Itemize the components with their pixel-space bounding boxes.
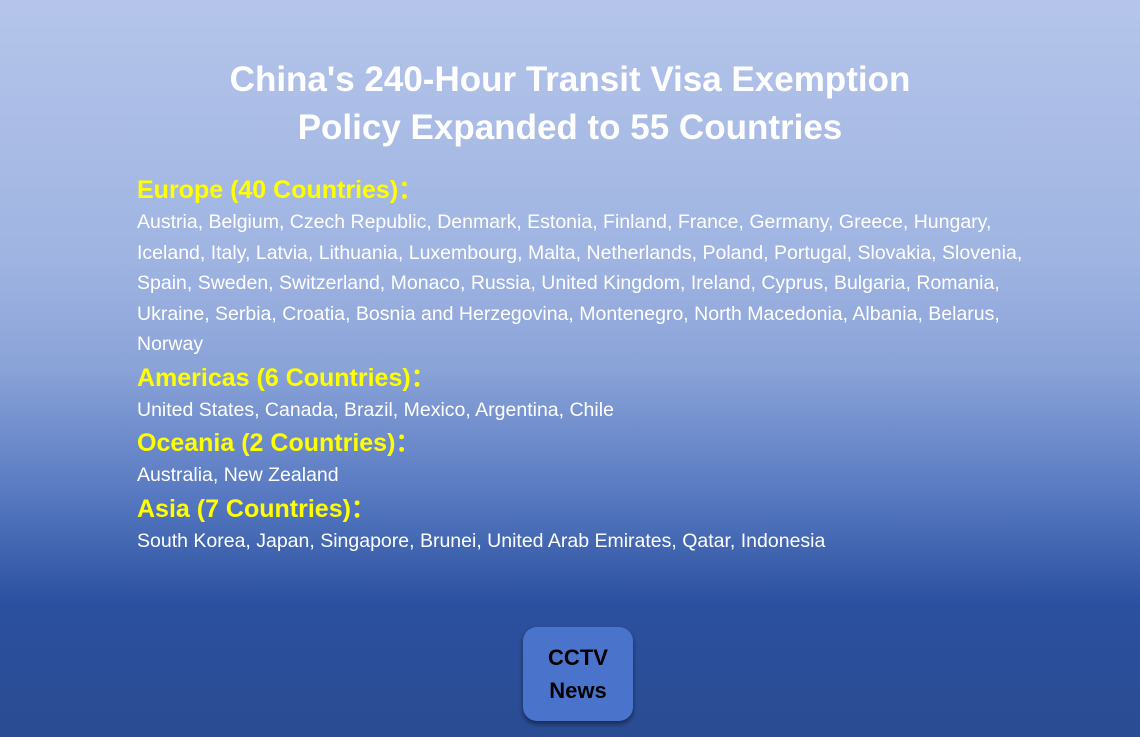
region-americas: Americas (6 Countries)： United States, C… — [137, 361, 1047, 426]
region-europe: Europe (40 Countries)： Austria, Belgium,… — [137, 173, 1047, 360]
region-heading: Americas (6 Countries)： — [137, 363, 436, 392]
country-list: Australia, New Zealand — [137, 464, 339, 486]
cctv-news-logo: CCTV News — [523, 627, 633, 721]
country-list: South Korea, Japan, Singapore, Brunei, U… — [137, 529, 826, 552]
title-line-1: China's 240-Hour Transit Visa Exemption — [229, 60, 911, 99]
region-heading: Oceania (2 Countries)： — [137, 429, 421, 457]
title-line-2: Policy Expanded to 55 Countries — [297, 108, 843, 147]
region-oceania: Oceania (2 Countries)： Australia, New Ze… — [137, 426, 1047, 491]
country-list: Austria, Belgium, Czech Republic, Denmar… — [137, 211, 1023, 355]
country-list: United States, Canada, Brazil, Mexico, A… — [137, 398, 614, 421]
logo-line-2: News — [549, 678, 607, 703]
region-list-container: Europe (40 Countries)： Austria, Belgium,… — [137, 173, 1047, 557]
logo-line-1: CCTV — [548, 645, 608, 670]
region-heading: Asia (7 Countries)： — [137, 494, 376, 523]
region-heading: Europe (40 Countries)： — [137, 176, 424, 204]
region-asia: Asia (7 Countries)： South Korea, Japan, … — [137, 492, 1047, 557]
page-title: China's 240-Hour Transit Visa Exemption … — [0, 56, 1140, 152]
